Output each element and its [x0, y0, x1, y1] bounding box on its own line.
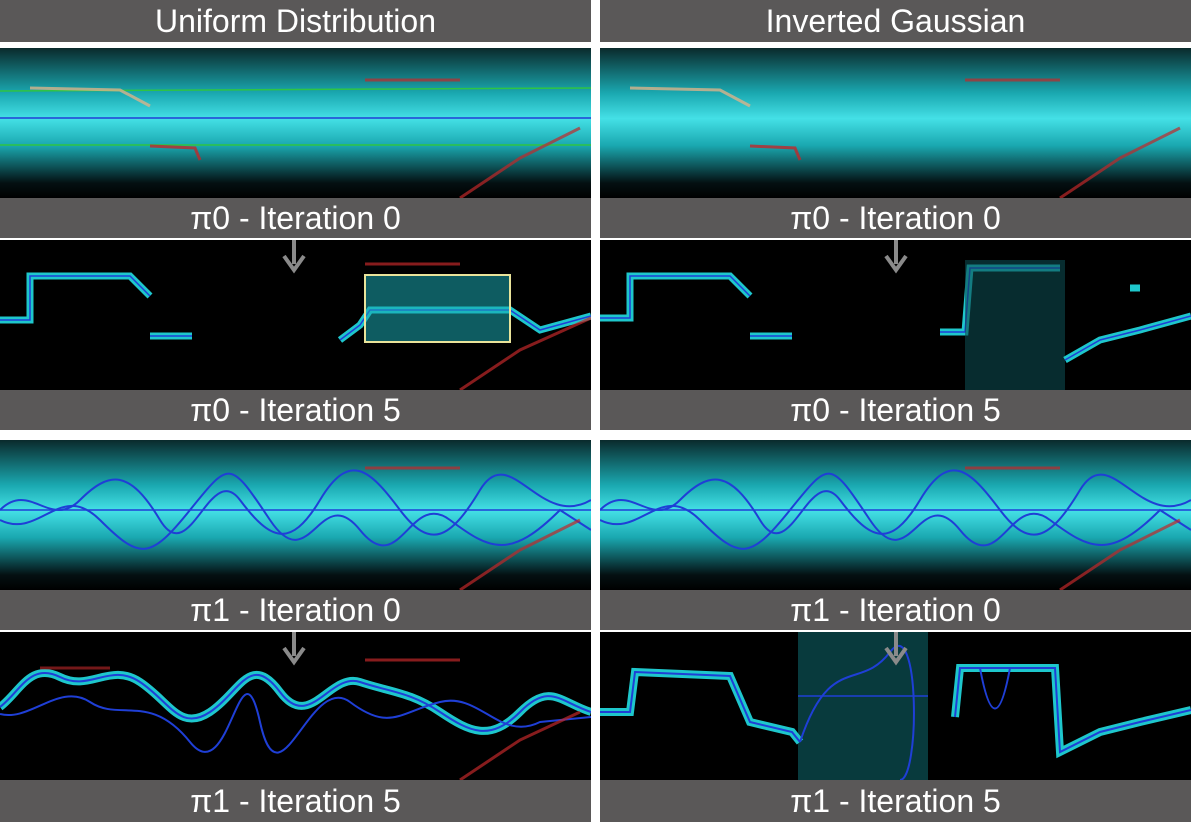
down-arrow-icon [884, 632, 908, 666]
down-arrow-icon [282, 240, 306, 274]
spectrogram-pi0-iter0 [600, 48, 1191, 198]
panel-label: π1 - Iteration 5 [0, 780, 591, 822]
spectrogram-pi1-iter5 [0, 632, 591, 780]
panel-label: π1 - Iteration 0 [600, 590, 1191, 630]
spectrogram-pi1-iter0 [0, 440, 591, 590]
panel-label: π1 - Iteration 5 [600, 780, 1191, 822]
spectrogram-pi0-iter0 [0, 48, 591, 198]
panel-label: π0 - Iteration 0 [0, 198, 591, 238]
column-title: Inverted Gaussian [600, 0, 1191, 42]
down-arrow-icon [282, 632, 306, 666]
down-arrow-icon [884, 240, 908, 274]
spectrogram-pi1-iter5 [600, 632, 1191, 780]
panel-label: π1 - Iteration 0 [0, 590, 591, 630]
column-title: Uniform Distribution [0, 0, 591, 42]
spectrogram-pi0-iter5 [600, 240, 1191, 390]
panel-label: π0 - Iteration 5 [0, 390, 591, 430]
panel-label: π0 - Iteration 5 [600, 390, 1191, 430]
column-inverted-gaussian: Inverted Gaussian π0 - Iteration 0 [600, 0, 1191, 822]
column-uniform-distribution: Uniform Distribution π0 - I [0, 0, 591, 822]
spectrogram-pi0-iter5 [0, 240, 591, 390]
panel-label: π0 - Iteration 0 [600, 198, 1191, 238]
spectrogram-pi1-iter0 [600, 440, 1191, 590]
